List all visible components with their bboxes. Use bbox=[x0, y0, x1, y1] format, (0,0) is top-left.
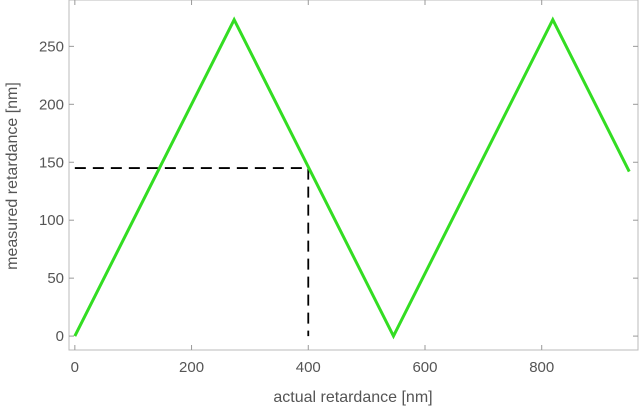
x-tick-label: 400 bbox=[296, 359, 321, 376]
y-tick-label: 150 bbox=[39, 154, 64, 171]
x-tick-label: 800 bbox=[529, 359, 554, 376]
y-tick-label: 0 bbox=[56, 328, 64, 345]
x-tick-label: 0 bbox=[71, 359, 79, 376]
plot-frame bbox=[68, 0, 639, 351]
y-tick-label: 50 bbox=[47, 270, 64, 287]
y-tick-label: 100 bbox=[39, 212, 64, 229]
y-tick-label: 250 bbox=[39, 38, 64, 55]
series-group bbox=[73, 16, 631, 340]
x-tick-label: 600 bbox=[412, 359, 437, 376]
reference-lines bbox=[74, 167, 310, 337]
ticks: 0 200 400 600 800 0 50 100 150 200 250 bbox=[39, 0, 638, 376]
x-tick-label: 200 bbox=[179, 359, 204, 376]
y-tick-label: 200 bbox=[39, 96, 64, 113]
x-axis-title: actual retardance [nm] bbox=[273, 389, 432, 406]
y-axis-title: measured retardance [nm] bbox=[4, 82, 21, 270]
series-line bbox=[73, 16, 631, 340]
reference-dashed-line bbox=[74, 167, 310, 337]
